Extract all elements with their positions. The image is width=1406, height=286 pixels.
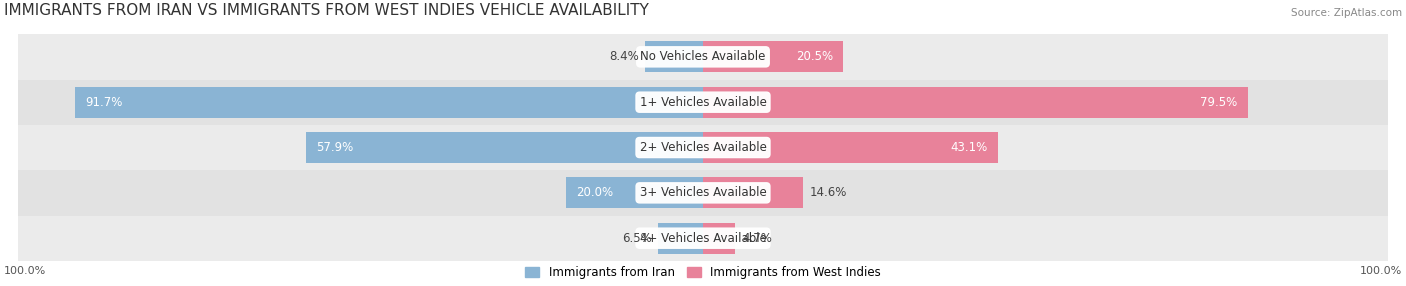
Bar [18,125,1388,170]
Text: Source: ZipAtlas.com: Source: ZipAtlas.com [1291,8,1402,18]
Text: 3+ Vehicles Available: 3+ Vehicles Available [640,186,766,199]
Text: 57.9%: 57.9% [316,141,354,154]
Bar [567,177,703,208]
Text: 2+ Vehicles Available: 2+ Vehicles Available [640,141,766,154]
Bar [307,132,703,163]
Bar [658,223,703,254]
Bar [18,216,1388,261]
Bar [18,170,1388,216]
Bar [18,80,1388,125]
Text: 20.5%: 20.5% [796,50,834,63]
Bar [75,87,703,118]
Text: 100.0%: 100.0% [4,266,46,276]
Text: IMMIGRANTS FROM IRAN VS IMMIGRANTS FROM WEST INDIES VEHICLE AVAILABILITY: IMMIGRANTS FROM IRAN VS IMMIGRANTS FROM … [4,3,650,18]
Text: 79.5%: 79.5% [1201,96,1237,109]
Text: 1+ Vehicles Available: 1+ Vehicles Available [640,96,766,109]
Bar [18,34,1388,80]
Text: 43.1%: 43.1% [950,141,988,154]
Text: 100.0%: 100.0% [1360,266,1402,276]
Bar [703,223,735,254]
Text: 14.6%: 14.6% [810,186,848,199]
Text: No Vehicles Available: No Vehicles Available [640,50,766,63]
Text: 91.7%: 91.7% [84,96,122,109]
Text: 4.7%: 4.7% [742,232,772,245]
Bar [645,41,703,72]
Bar [703,132,998,163]
Text: 20.0%: 20.0% [576,186,613,199]
Legend: Immigrants from Iran, Immigrants from West Indies: Immigrants from Iran, Immigrants from We… [520,261,886,283]
Bar [703,87,1247,118]
Bar [703,177,803,208]
Text: 8.4%: 8.4% [609,50,638,63]
Text: 6.5%: 6.5% [621,232,651,245]
Bar [703,41,844,72]
Text: 4+ Vehicles Available: 4+ Vehicles Available [640,232,766,245]
